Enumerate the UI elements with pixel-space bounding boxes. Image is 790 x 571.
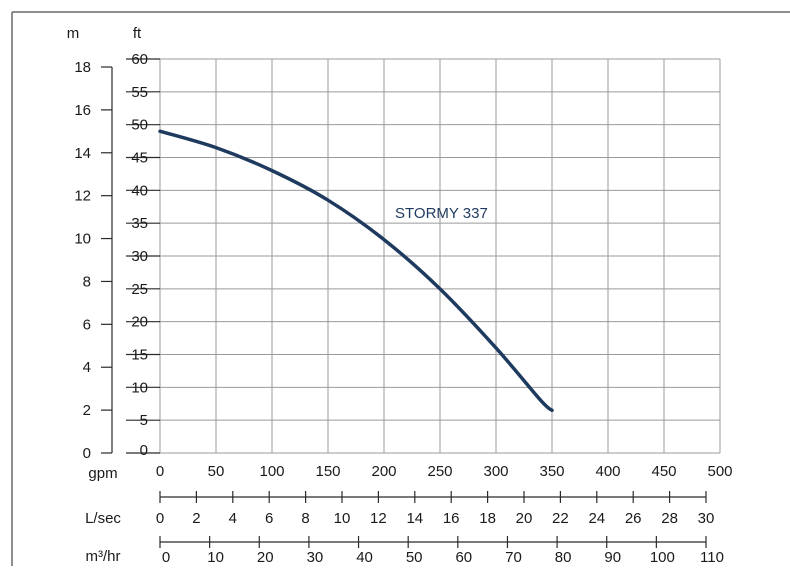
x-tick-label-lsec: 28 [661, 510, 678, 527]
y-tick-label-m: 12 [74, 188, 91, 205]
x-tick-label-gpm: 350 [539, 463, 564, 480]
x-tick-label-m3hr: 60 [455, 549, 472, 566]
x-tick-label-m3hr: 50 [406, 549, 423, 566]
unit-label-gpm: gpm [88, 465, 117, 482]
x-tick-label-gpm: 250 [427, 463, 452, 480]
x-tick-label-lsec: 6 [265, 510, 273, 527]
x-tick-label-gpm: 450 [651, 463, 676, 480]
x-tick-label-lsec: 10 [334, 510, 351, 527]
unit-label-m: m [67, 25, 80, 42]
series-line-stormy-337 [158, 129, 554, 413]
y-tick-label-ft: 10 [131, 379, 148, 396]
x-tick-label-gpm: 100 [259, 463, 284, 480]
x-tick-label-gpm: 400 [595, 463, 620, 480]
y-tick-label-ft: 50 [131, 117, 148, 134]
x-tick-label-lsec: 26 [625, 510, 642, 527]
x-tick-label-lsec: 24 [588, 510, 605, 527]
x-tick-label-lsec: 18 [479, 510, 496, 527]
x-tick-label-gpm: 300 [483, 463, 508, 480]
x-tick-label-m3hr: 30 [307, 549, 324, 566]
x-tick-label-gpm: 200 [371, 463, 396, 480]
x-tick-label-m3hr: 20 [257, 549, 274, 566]
x-tick-label-gpm: 500 [707, 463, 732, 480]
y-tick-label-m: 18 [74, 59, 91, 76]
y-tick-label-ft: 0 [140, 442, 148, 459]
x-tick-label-m3hr: 70 [505, 549, 522, 566]
x-tick-label-gpm: 0 [156, 463, 164, 480]
y-tick-label-ft: 25 [131, 281, 148, 298]
x-tick-label-lsec: 22 [552, 510, 569, 527]
x-tick-label-gpm: 150 [315, 463, 340, 480]
x-tick-label-lsec: 20 [516, 510, 533, 527]
grid-layer [159, 58, 721, 454]
y-tick-label-m: 0 [83, 445, 91, 462]
x-tick-label-m3hr: 110 [700, 549, 724, 566]
y-tick-label-ft: 30 [131, 248, 148, 265]
x-tick-label-m3hr: 0 [162, 549, 170, 566]
series-label-stormy-337: STORMY 337 [395, 205, 488, 222]
y-tick-label-m: 16 [74, 102, 91, 119]
x-tick-label-lsec: 4 [229, 510, 237, 527]
x-tick-label-m3hr: 10 [207, 549, 224, 566]
x-tick-label-gpm: 50 [208, 463, 225, 480]
x-tick-label-m3hr: 90 [604, 549, 621, 566]
x-tick-label-lsec: 14 [406, 510, 423, 527]
unit-label-lsec: L/sec [85, 510, 121, 527]
y-tick-label-m: 4 [83, 359, 91, 376]
x-tick-label-lsec: 30 [698, 510, 715, 527]
y-tick-label-ft: 60 [131, 51, 148, 68]
x-tick-label-lsec: 8 [301, 510, 309, 527]
y-tick-label-ft: 45 [131, 150, 148, 167]
x-tick-label-m3hr: 100 [650, 549, 675, 566]
x-tick-label-lsec: 12 [370, 510, 387, 527]
x-tick-label-m3hr: 80 [555, 549, 572, 566]
y-tick-label-ft: 20 [131, 314, 148, 331]
y-tick-label-m: 8 [83, 273, 91, 290]
y-tick-label-ft: 40 [131, 182, 148, 199]
y-tick-label-m: 2 [83, 402, 91, 419]
y-tick-label-m: 10 [74, 231, 91, 248]
x-tick-label-lsec: 2 [192, 510, 200, 527]
y-tick-label-ft: 5 [140, 412, 148, 429]
x-tick-label-m3hr: 40 [356, 549, 373, 566]
y-tick-label-ft: 55 [131, 84, 148, 101]
series-layer [158, 129, 554, 413]
y-tick-label-ft: 15 [131, 347, 148, 364]
unit-label-ft: ft [133, 25, 142, 42]
y-tick-label-m: 14 [74, 145, 91, 162]
y-tick-label-ft: 35 [131, 215, 148, 232]
x-tick-label-lsec: 0 [156, 510, 164, 527]
axis-layer: 0 50 100 150 200 250 300 350 400 450 5000510152025… [74, 51, 732, 566]
x-tick-label-lsec: 16 [443, 510, 460, 527]
y-tick-label-m: 6 [83, 316, 91, 333]
unit-label-m3hr: m³/hr [86, 548, 121, 565]
